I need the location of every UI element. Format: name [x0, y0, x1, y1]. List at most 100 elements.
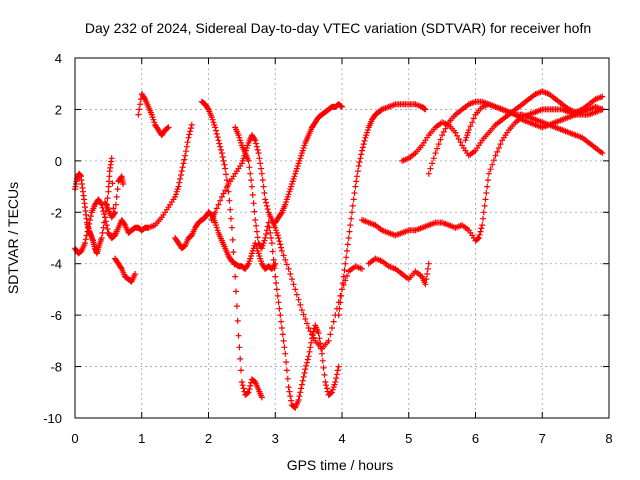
- data-point: [283, 359, 290, 366]
- data-point: [301, 370, 308, 376]
- data-point: [272, 260, 279, 267]
- data-point: [141, 94, 148, 101]
- data-point: [282, 256, 289, 263]
- data-point: [263, 199, 270, 206]
- data-point: [253, 143, 260, 150]
- data-point: [245, 389, 252, 396]
- data-point: [308, 339, 315, 346]
- data-point: [248, 177, 255, 184]
- data-point: [278, 247, 285, 254]
- data-point: [181, 156, 188, 163]
- data-point: [299, 377, 306, 384]
- data-point: [178, 172, 184, 178]
- data-point: [280, 337, 287, 344]
- data-point: [225, 188, 232, 195]
- data-point: [321, 371, 328, 378]
- data-point: [309, 335, 315, 342]
- data-point: [309, 332, 316, 339]
- data-point: [334, 371, 340, 378]
- data-point: [284, 375, 291, 382]
- data-point: [327, 331, 334, 338]
- data-point: [261, 190, 268, 196]
- data-point: [297, 301, 304, 308]
- data-point: [186, 131, 193, 138]
- data-point: [175, 183, 182, 190]
- data-point: [422, 281, 429, 288]
- data-point: [185, 134, 192, 141]
- data-point: [485, 177, 491, 184]
- data-point: [265, 219, 272, 226]
- data-point: [356, 159, 363, 166]
- data-point: [101, 219, 108, 226]
- data-point: [429, 160, 436, 167]
- data-point: [100, 224, 107, 231]
- data-point: [349, 209, 355, 216]
- data-point: [212, 124, 219, 131]
- data-point: [267, 229, 274, 236]
- data-point: [424, 271, 431, 277]
- data-point: [259, 177, 266, 184]
- data-point: [304, 359, 310, 366]
- series-track-d: [135, 91, 172, 139]
- data-point: [113, 193, 120, 200]
- data-point: [110, 205, 117, 212]
- data-point: [425, 260, 432, 267]
- data-point: [251, 136, 258, 142]
- data-point: [263, 231, 270, 238]
- data-point: [283, 367, 290, 374]
- data-point: [177, 175, 184, 182]
- data-point: [290, 281, 297, 288]
- data-point: [258, 165, 265, 172]
- data-point: [302, 316, 309, 322]
- data-point: [120, 181, 127, 187]
- x-tick-label: 6: [472, 431, 479, 446]
- data-point: [478, 225, 485, 232]
- data-point: [350, 196, 357, 203]
- data-point: [304, 356, 311, 363]
- data-point: [178, 168, 185, 175]
- data-point: [434, 145, 441, 152]
- data-point: [430, 155, 437, 162]
- series-track-o: [462, 101, 606, 157]
- data-point: [187, 128, 194, 135]
- data-point: [475, 235, 482, 241]
- data-point: [82, 236, 89, 243]
- data-point: [256, 155, 263, 162]
- data-point: [295, 296, 302, 303]
- y-tick-label: -10: [43, 411, 62, 426]
- data-point: [293, 291, 300, 298]
- data-point: [315, 330, 322, 337]
- data-point: [599, 150, 606, 157]
- y-tick-label: 4: [55, 51, 62, 66]
- data-point: [288, 276, 295, 283]
- data-point: [354, 173, 360, 180]
- plot-area: [72, 88, 606, 411]
- data-point: [295, 397, 302, 403]
- data-point: [300, 311, 307, 318]
- data-point: [104, 226, 111, 232]
- data-point: [234, 317, 241, 324]
- data-point: [111, 230, 118, 237]
- data-point: [360, 141, 367, 148]
- data-point: [253, 222, 260, 229]
- data-point: [264, 206, 271, 213]
- data-point: [349, 202, 356, 209]
- data-point: [336, 305, 343, 312]
- data-point: [108, 155, 115, 162]
- data-point: [105, 188, 112, 195]
- data-point: [150, 116, 157, 123]
- data-point: [305, 353, 312, 360]
- data-point: [437, 136, 444, 143]
- x-tick-label: 2: [205, 431, 212, 446]
- data-point: [212, 209, 219, 216]
- data-point: [106, 173, 113, 180]
- data-point: [490, 157, 497, 164]
- data-point: [298, 307, 305, 313]
- data-point: [262, 235, 269, 241]
- series-track-h: [232, 124, 342, 411]
- data-point: [297, 389, 304, 396]
- data-point: [278, 325, 285, 331]
- data-point: [342, 260, 349, 267]
- data-point: [487, 166, 494, 173]
- data-point: [482, 196, 489, 203]
